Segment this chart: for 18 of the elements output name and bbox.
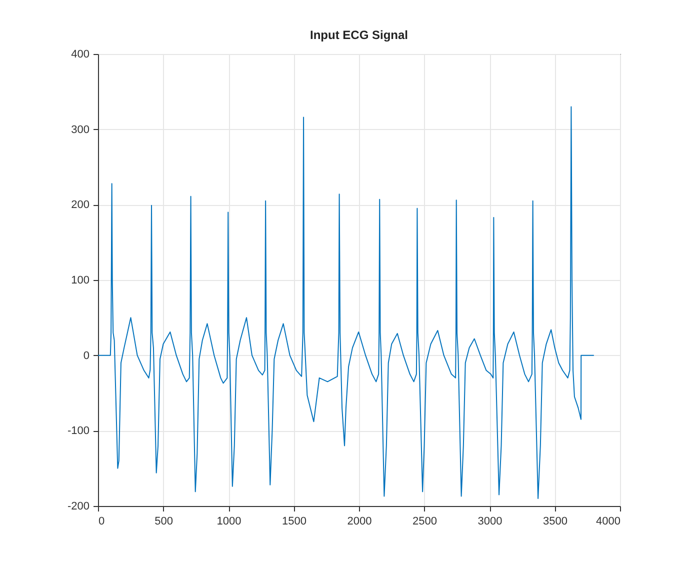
x-tick-label: 2500 — [412, 516, 437, 528]
x-tick-label: 2000 — [347, 516, 372, 528]
x-tick-label: 500 — [154, 516, 173, 528]
y-tick-label: -100 — [67, 425, 90, 438]
y-tick-label: 300 — [71, 124, 90, 136]
x-tick-label: 3000 — [478, 516, 502, 528]
y-tick-label: 100 — [71, 274, 90, 286]
x-tick-label: 3500 — [543, 516, 568, 528]
y-tick-label: 200 — [71, 199, 90, 212]
line-series — [98, 106, 594, 499]
chart-title: Input ECG Signal — [310, 28, 408, 42]
y-tick-label: -200 — [67, 500, 90, 512]
y-tick-label: 400 — [71, 48, 90, 60]
x-tick-label: 0 — [98, 516, 105, 528]
x-tick-label: 4000 — [596, 516, 620, 528]
y-tick-label: 0 — [83, 350, 90, 362]
x-tick-label: 1500 — [282, 516, 306, 528]
x-tick-label: 1000 — [216, 516, 242, 528]
